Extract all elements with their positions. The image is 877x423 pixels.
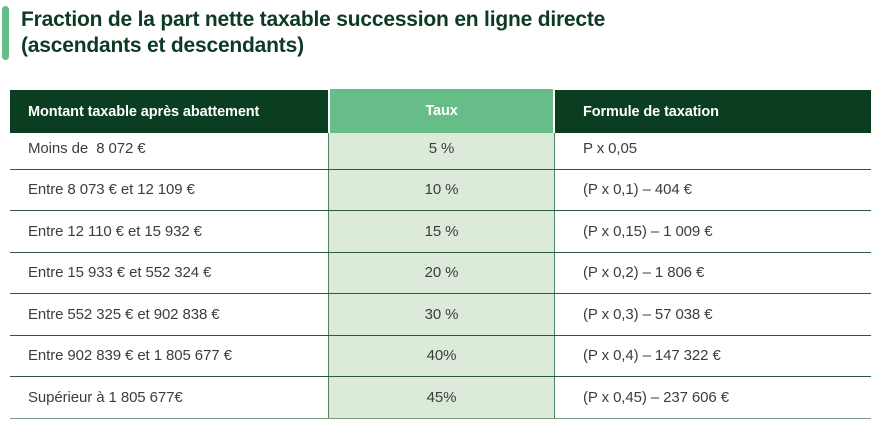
table-row: Entre 12 110 € et 15 932 € 15 % (P x 0,1… (10, 211, 871, 253)
tax-table: Montant taxable après abattement Taux Fo… (10, 89, 871, 419)
cell-formule: (P x 0,1) – 404 € (583, 181, 692, 199)
cell-taux: 10 % (328, 169, 555, 210)
table-row: Entre 15 933 € et 552 324 € 20 % (P x 0,… (10, 252, 871, 294)
title-accent-bar (2, 6, 9, 60)
cell-montant: Entre 12 110 € et 15 932 € (28, 222, 202, 240)
table-row: Supérieur à 1 805 677€ 45% (P x 0,45) – … (10, 377, 871, 419)
cell-formule: (P x 0,3) – 57 038 € (583, 305, 713, 323)
cell-formule: (P x 0,2) – 1 806 € (583, 264, 705, 282)
cell-taux: 15 % (328, 211, 555, 252)
cell-taux: 5 % (328, 128, 555, 169)
cell-formule: (P x 0,45) – 237 606 € (583, 388, 729, 406)
cell-montant: Entre 8 073 € et 12 109 € (28, 181, 195, 199)
cell-montant: Entre 552 325 € et 902 838 € (28, 305, 220, 323)
cell-formule: (P x 0,4) – 147 322 € (583, 347, 721, 365)
cell-montant: Supérieur à 1 805 677€ (28, 388, 183, 406)
table-header-row: Montant taxable après abattement Taux Fo… (10, 89, 871, 133)
table-row: Entre 552 325 € et 902 838 € 30 % (P x 0… (10, 294, 871, 336)
page-title-line2: (ascendants et descendants) (21, 34, 304, 57)
table-row: Entre 8 073 € et 12 109 € 10 % (P x 0,1)… (10, 169, 871, 211)
page-title-line1: Fraction de la part nette taxable succes… (21, 8, 606, 31)
cell-taux: 30 % (328, 294, 555, 335)
cell-formule: (P x 0,15) – 1 009 € (583, 222, 713, 240)
page-header: Fraction de la part nette taxable succes… (2, 6, 877, 60)
table-row: Moins de 8 072 € 5 % P x 0,05 (10, 128, 871, 170)
column-header-taux: Taux (328, 89, 555, 133)
cell-montant: Moins de 8 072 € (28, 139, 146, 157)
column-header-montant: Montant taxable après abattement (10, 90, 328, 133)
table-row: Entre 902 839 € et 1 805 677 € 40% (P x … (10, 335, 871, 377)
cell-taux: 20 % (328, 252, 555, 293)
column-header-formule: Formule de taxation (555, 90, 871, 133)
cell-montant: Entre 902 839 € et 1 805 677 € (28, 347, 232, 365)
page-title: Fraction de la part nette taxable succes… (21, 7, 605, 59)
cell-formule: P x 0,05 (583, 139, 637, 157)
cell-taux: 45% (328, 377, 555, 418)
cell-montant: Entre 15 933 € et 552 324 € (28, 264, 212, 282)
cell-taux: 40% (328, 335, 555, 376)
